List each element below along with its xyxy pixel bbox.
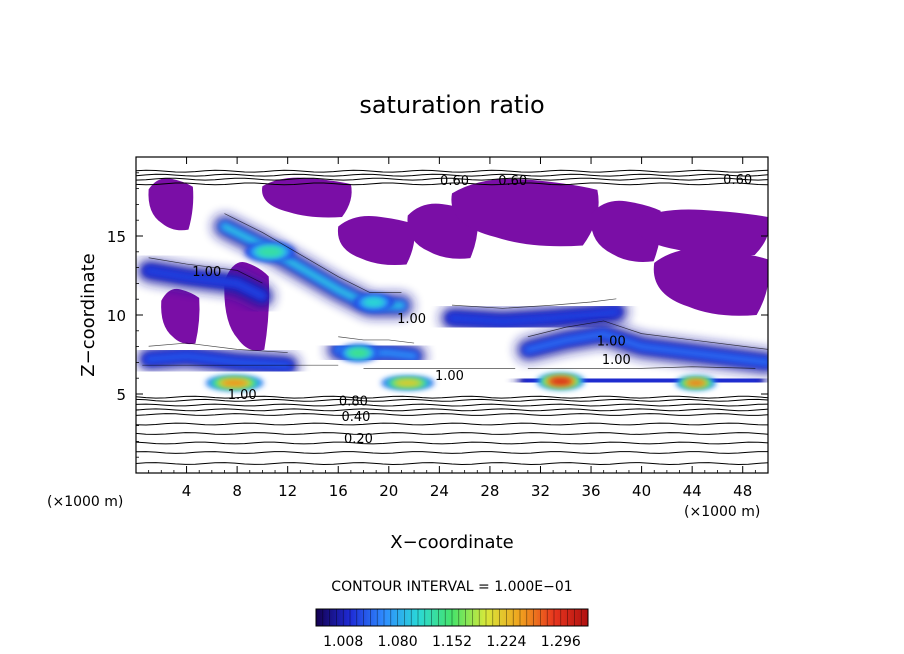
supersat-region-1: [262, 177, 352, 218]
x-tick-label-0: 4: [182, 482, 192, 500]
contour-line-3: [136, 432, 768, 435]
colorbar-labels: 1.008 1.080 1.152 1.224 1.296: [323, 634, 581, 650]
x-tick-label-9: 40: [632, 482, 651, 500]
colorbar-label-1: 1.080: [378, 634, 418, 650]
contour-label-8: 1.00: [228, 388, 257, 403]
cloud-band-3: [516, 322, 768, 374]
cloud-hotspot-5: [353, 294, 394, 311]
cloud-hotspot-1: [381, 376, 435, 390]
contour-label-3: 1.00: [192, 265, 221, 280]
y-tick-label-1: 10: [107, 307, 126, 325]
x-tick-label-3: 16: [329, 482, 348, 500]
cloud-hotspot-2: [536, 373, 585, 390]
cloud-hotspots: [205, 242, 717, 391]
band-outline-5: [338, 336, 415, 344]
y-tick-label-0: 5: [116, 386, 126, 404]
x-tick-label-4: 20: [379, 482, 398, 500]
y-axis-ticks: 5 10 15: [107, 172, 768, 458]
cloud-band-4: [137, 345, 299, 377]
contour-line-11: [136, 177, 768, 181]
supersat-region-6: [634, 209, 768, 256]
band-outline-8: [527, 366, 756, 369]
cloud-band-1: [137, 259, 274, 308]
x-tick-label-1: 8: [232, 482, 242, 500]
contour-line-4: [136, 422, 768, 426]
cloud-hotspot-6: [338, 345, 379, 361]
x-tick-label-6: 28: [480, 482, 499, 500]
colorbar-label-0: 1.008: [323, 634, 363, 650]
contour-line-1: [136, 451, 768, 454]
x-unit-right: (×1000 m): [684, 504, 760, 520]
contour-interval-note: CONTOUR INTERVAL = 1.000E−01: [331, 579, 572, 595]
contour-label-7: 1.00: [435, 369, 464, 384]
supersat-region-7: [653, 248, 768, 316]
contour-line-6: [136, 408, 768, 412]
x-unit-left: (×1000 m): [47, 494, 123, 510]
cloud-hotspot-4: [244, 242, 296, 262]
supersat-region-8: [161, 288, 200, 345]
x-tick-label-10: 44: [683, 482, 702, 500]
colorbar-ticks: [322, 609, 582, 626]
colorbar-label-3: 1.224: [486, 634, 526, 650]
contour-label-2: 0.60: [723, 173, 752, 188]
contour-label-11: 0.20: [344, 432, 373, 447]
contour-line-5: [136, 413, 768, 416]
x-tick-label-8: 36: [581, 482, 600, 500]
x-tick-label-7: 32: [531, 482, 550, 500]
contour-label-6: 1.00: [602, 353, 631, 368]
contour-label-9: 0.80: [339, 394, 368, 409]
band-outline-4: [148, 342, 288, 353]
contour-line-13: [136, 169, 768, 173]
x-axis-ticks: 4 8 12 16 20 24 28 32 36 40 44 48: [148, 157, 756, 500]
supersat-region-5: [590, 200, 662, 262]
contour-label-10: 0.40: [341, 410, 370, 425]
supersat-region-4: [451, 178, 599, 247]
band-outline-1: [148, 257, 263, 284]
contour-labels: 0.60 0.60 0.60 1.00 1.00 1.00 1.00 1.00 1.00 0.80…: [192, 173, 752, 447]
band-outline-2: [451, 298, 617, 309]
contour-line-8: [136, 398, 768, 402]
contour-lines: [136, 169, 768, 466]
supersat-region-0: [148, 178, 194, 231]
colorbar: 1.008 1.080 1.152 1.224 1.296: [315, 608, 589, 650]
x-axis-label: X−coordinate: [390, 532, 513, 553]
contour-line-12: [136, 173, 768, 177]
colorbar-label-4: 1.296: [541, 634, 581, 650]
y-tick-label-2: 15: [107, 228, 126, 246]
contour-line-10: [136, 182, 768, 186]
band-outline-0: [224, 213, 402, 293]
cloud-band-2: [441, 300, 628, 333]
x-tick-label-5: 24: [430, 482, 449, 500]
contour-label-0: 0.60: [440, 174, 469, 189]
x-tick-label-11: 48: [733, 482, 752, 500]
cloud-hotspot-3: [675, 376, 717, 390]
supersaturation-fills: [148, 177, 768, 351]
supersat-region-2: [337, 215, 415, 266]
cloud-hotspot-0: [205, 375, 264, 391]
contour-line-9: [136, 395, 768, 399]
x-tick-label-2: 12: [278, 482, 297, 500]
contour-line-2: [136, 441, 768, 445]
contour-line-7: [136, 403, 768, 407]
contour-label-5: 1.00: [597, 334, 626, 349]
contour-label-1: 0.60: [498, 174, 527, 189]
contour-line-0: [136, 462, 768, 466]
y-axis-label: Z−coordinate: [78, 253, 99, 376]
band-outline-3: [527, 320, 768, 350]
plot-area: 0.60 0.60 0.60 1.00 1.00 1.00 1.00 1.00 1.00 0.80…: [135, 156, 769, 474]
contour-label-4: 1.00: [397, 312, 426, 327]
chart-title: saturation ratio: [359, 91, 544, 119]
colorbar-label-2: 1.152: [432, 634, 472, 650]
